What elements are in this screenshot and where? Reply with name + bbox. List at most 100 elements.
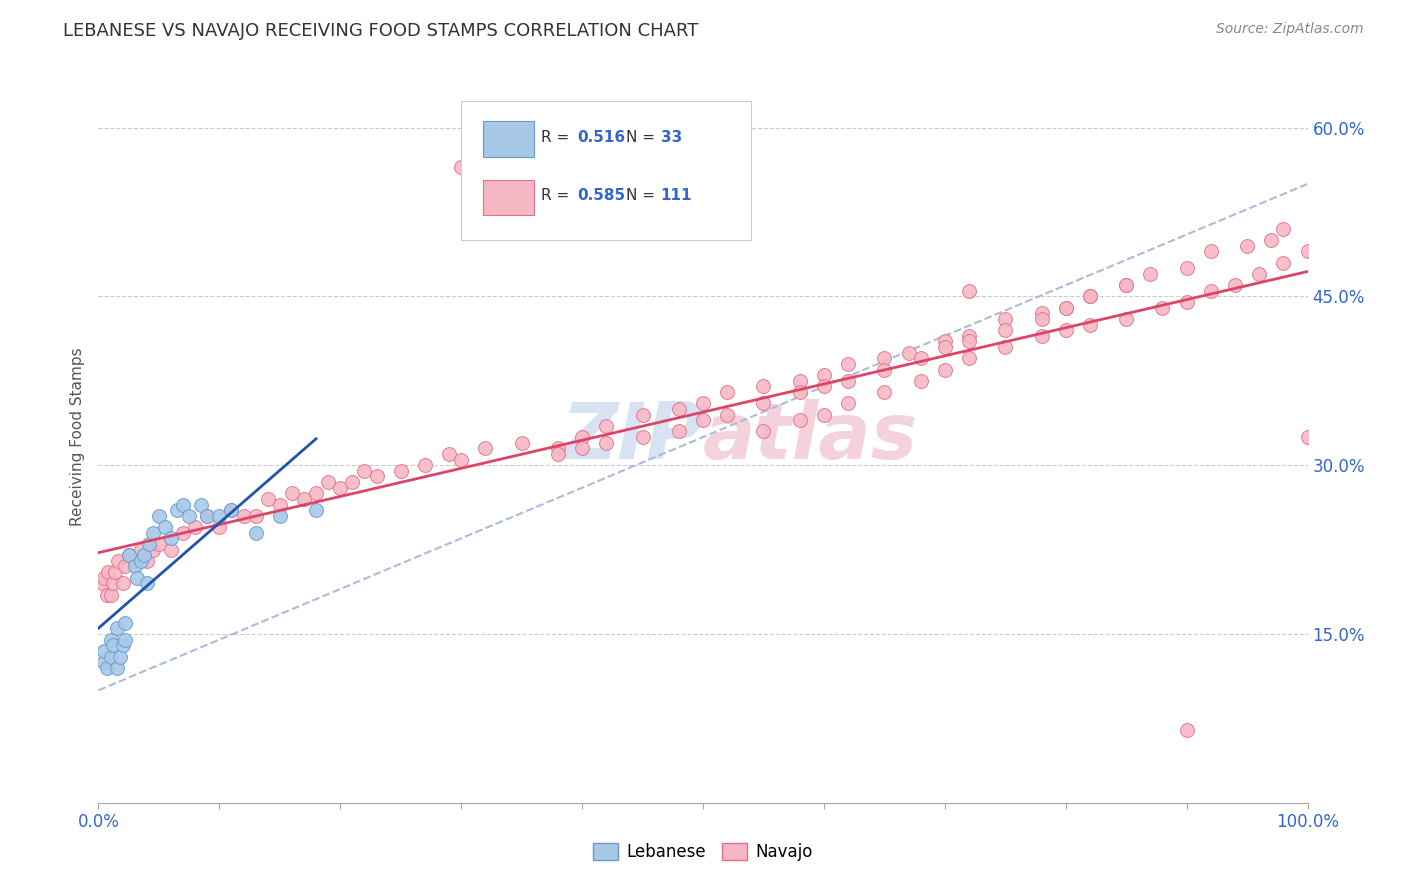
Point: [547, 442, 569, 456]
Point: [166, 503, 188, 517]
Point: [142, 525, 165, 540]
Point: [789, 374, 811, 388]
Point: [668, 425, 690, 439]
Point: [413, 458, 436, 473]
Point: [1078, 289, 1101, 303]
Point: [101, 638, 124, 652]
Point: [752, 396, 775, 410]
FancyBboxPatch shape: [482, 179, 534, 216]
Point: [118, 548, 141, 562]
Point: [752, 425, 775, 439]
Text: atlas: atlas: [703, 399, 918, 475]
Point: [1031, 312, 1053, 326]
Point: [716, 385, 738, 400]
Point: [366, 469, 388, 483]
Point: [245, 525, 267, 540]
Point: [934, 362, 956, 376]
Text: Source: ZipAtlas.com: Source: ZipAtlas.com: [1216, 22, 1364, 37]
Point: [910, 351, 932, 366]
Point: [153, 520, 176, 534]
Point: [114, 632, 136, 647]
Point: [148, 508, 170, 523]
Point: [179, 508, 201, 523]
Point: [1054, 301, 1077, 315]
Legend: Lebanese, Navajo: Lebanese, Navajo: [586, 836, 820, 868]
Y-axis label: Receiving Food Stamps: Receiving Food Stamps: [69, 348, 84, 526]
Text: N =: N =: [626, 188, 659, 203]
Point: [994, 323, 1017, 337]
Point: [934, 340, 956, 354]
Point: [172, 525, 194, 540]
Point: [105, 621, 128, 635]
Point: [873, 385, 896, 400]
Text: 0.516: 0.516: [578, 129, 626, 145]
Point: [91, 576, 114, 591]
Text: LEBANESE VS NAVAJO RECEIVING FOOD STAMPS CORRELATION CHART: LEBANESE VS NAVAJO RECEIVING FOOD STAMPS…: [63, 22, 699, 40]
Point: [142, 542, 165, 557]
Point: [910, 374, 932, 388]
Point: [124, 559, 146, 574]
Point: [342, 475, 364, 489]
Point: [813, 379, 835, 393]
Point: [160, 532, 183, 546]
Point: [135, 576, 157, 591]
Point: [1236, 239, 1258, 253]
Point: [450, 452, 472, 467]
Point: [195, 508, 218, 523]
Point: [1078, 318, 1101, 332]
Point: [789, 385, 811, 400]
Point: [1223, 278, 1246, 293]
Point: [474, 442, 496, 456]
Point: [1272, 222, 1295, 236]
Point: [1031, 306, 1053, 320]
Point: [547, 447, 569, 461]
Point: [1175, 723, 1198, 737]
Point: [100, 588, 122, 602]
Point: [1296, 430, 1319, 444]
Point: [1054, 323, 1077, 337]
Point: [292, 491, 315, 506]
Point: [97, 565, 120, 579]
Point: [93, 655, 115, 669]
Point: [105, 661, 128, 675]
Point: [668, 401, 690, 416]
Point: [107, 554, 129, 568]
Point: [631, 408, 654, 422]
Point: [389, 464, 412, 478]
Point: [1199, 244, 1222, 259]
Point: [994, 312, 1017, 326]
Point: [1249, 267, 1271, 281]
Point: [160, 542, 183, 557]
Point: [135, 554, 157, 568]
Point: [692, 413, 714, 427]
Point: [1296, 244, 1319, 259]
Point: [1078, 289, 1101, 303]
Point: [269, 498, 291, 512]
Point: [124, 554, 146, 568]
Point: [104, 565, 127, 579]
Point: [329, 481, 352, 495]
Point: [1272, 255, 1295, 269]
Point: [692, 396, 714, 410]
Point: [232, 508, 254, 523]
Point: [437, 447, 460, 461]
Text: R =: R =: [541, 188, 574, 203]
Point: [934, 334, 956, 349]
Point: [195, 508, 218, 523]
Point: [221, 503, 243, 517]
Point: [118, 548, 141, 562]
Point: [93, 644, 115, 658]
Point: [752, 379, 775, 393]
Point: [1260, 233, 1282, 247]
Point: [510, 435, 533, 450]
Point: [305, 503, 328, 517]
FancyBboxPatch shape: [461, 101, 751, 240]
Point: [129, 542, 152, 557]
Point: [1054, 301, 1077, 315]
Point: [96, 661, 118, 675]
Text: ZIP: ZIP: [561, 399, 703, 475]
Point: [245, 508, 267, 523]
Point: [127, 571, 149, 585]
Text: 0.585: 0.585: [578, 188, 626, 203]
Point: [221, 503, 243, 517]
